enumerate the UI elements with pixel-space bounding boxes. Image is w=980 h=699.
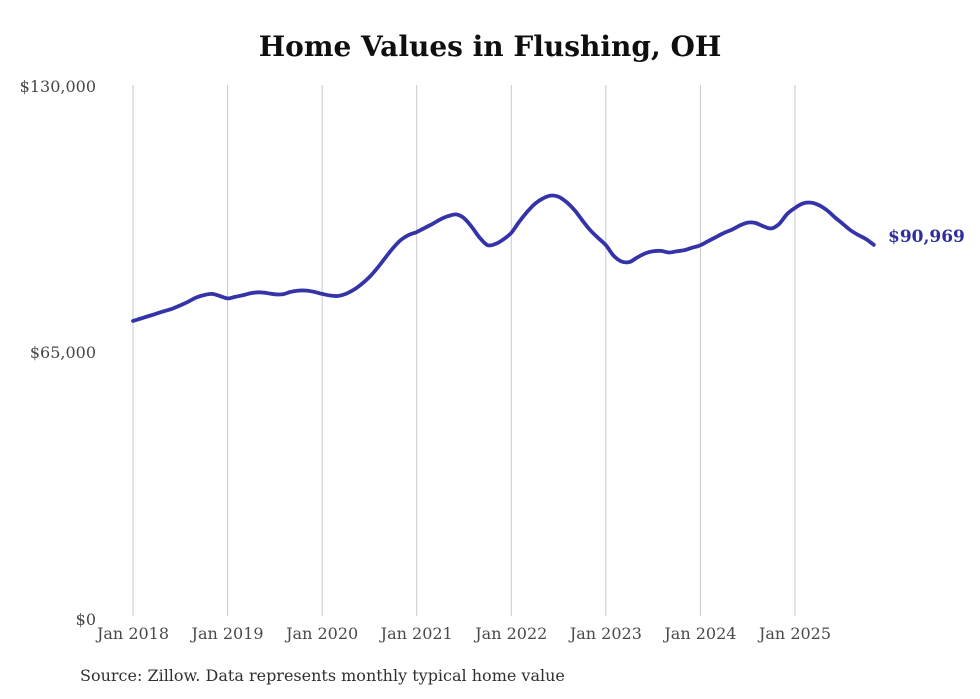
source-note: Source: Zillow. Data represents monthly …	[80, 666, 565, 685]
chart-title: Home Values in Flushing, OH	[258, 30, 722, 63]
latest-value-label: $90,969	[888, 227, 965, 247]
x-tick-label: Jan 2022	[475, 624, 548, 643]
y-tick-label: $65,000	[29, 343, 96, 363]
x-tick-label: Jan 2018	[96, 624, 170, 643]
y-tick-label: $0	[75, 609, 96, 629]
x-tick-label: Jan 2020	[286, 624, 359, 643]
x-tick-label: Jan 2021	[380, 624, 453, 643]
home-value-line	[131, 193, 876, 323]
x-tick-label: Jan 2025	[758, 624, 832, 643]
y-tick-label: $130,000	[19, 77, 96, 96]
x-tick-label: Jan 2024	[664, 624, 737, 643]
x-tick-label: Jan 2019	[191, 624, 264, 643]
gridlines	[132, 85, 796, 616]
x-tick-label: Jan 2023	[569, 624, 642, 643]
